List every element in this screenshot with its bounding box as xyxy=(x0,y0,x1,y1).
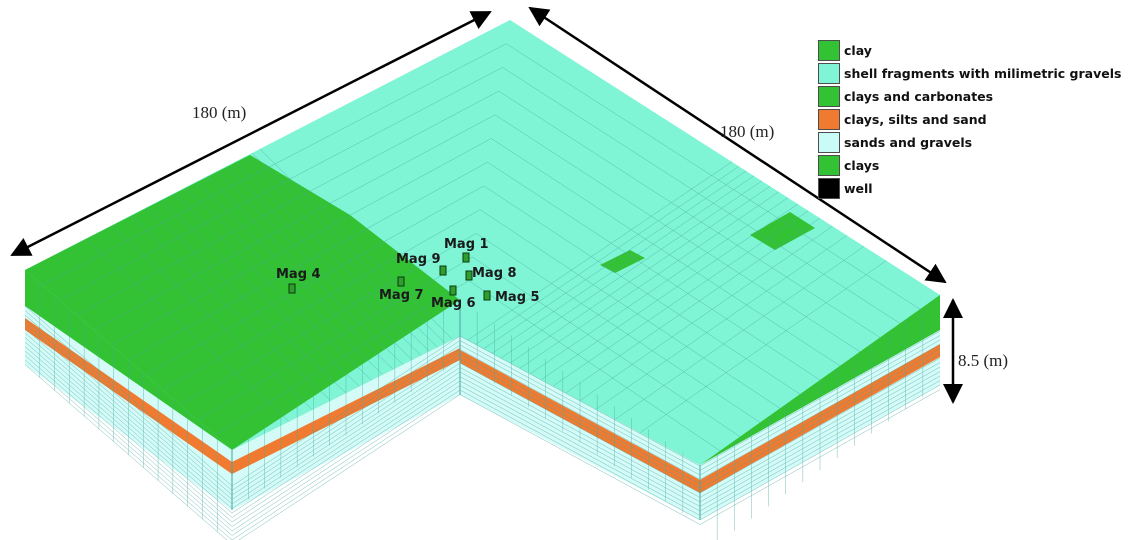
legend-label: clays xyxy=(844,158,880,173)
mesh-line xyxy=(110,225,313,410)
legend-label: sands and gravels xyxy=(844,135,973,150)
mesh-line xyxy=(476,233,761,423)
legend-item-clays-silts-sand: clays, silts and sand xyxy=(818,108,1147,131)
legend-swatch xyxy=(818,109,840,130)
well-marker xyxy=(465,270,473,281)
mesh-line xyxy=(231,380,461,532)
well-label-mag1: Mag 1 xyxy=(444,237,489,252)
legend: clay shell fragments with milimetric gra… xyxy=(818,39,1147,200)
mesh-line xyxy=(231,362,461,514)
well-label-mag8: Mag 8 xyxy=(472,266,517,281)
length-a-arrow xyxy=(10,10,492,257)
well-label-mag6: Mag 6 xyxy=(431,296,476,311)
dimension-arrows xyxy=(10,6,963,404)
legend-swatch xyxy=(818,86,840,107)
legend-item-clay: clay xyxy=(818,39,1147,62)
mesh-line xyxy=(231,389,461,540)
legend-item-clays: clays xyxy=(818,154,1147,177)
legend-swatch xyxy=(818,132,840,153)
legend-label: clays and carbonates xyxy=(844,89,994,104)
mesh-line xyxy=(231,385,461,536)
mesh-line xyxy=(468,280,721,452)
legend-item-well: well xyxy=(818,177,1147,200)
well-marker xyxy=(288,283,296,294)
legend-item-sands-and-gravels: sands and gravels xyxy=(818,131,1147,154)
mesh-line xyxy=(214,280,469,436)
well-marker xyxy=(462,252,470,263)
legend-swatch xyxy=(818,178,840,199)
mesh-line xyxy=(459,394,701,525)
well-label-mag9: Mag 9 xyxy=(396,252,441,267)
length-b-arrow xyxy=(528,6,947,284)
legend-label: shell fragments with milimetric gravels xyxy=(844,66,1122,81)
well-marker xyxy=(397,276,405,287)
legend-label: clay xyxy=(844,43,872,58)
legend-swatch xyxy=(818,155,840,176)
depth-label: 8.5 (m) xyxy=(958,351,1008,370)
legend-swatch xyxy=(818,40,840,61)
well-label-mag7: Mag 7 xyxy=(379,288,424,303)
well-label-mag4: Mag 4 xyxy=(276,267,321,282)
legend-label: clays, silts and sand xyxy=(844,112,987,127)
mesh-line xyxy=(459,380,701,512)
well-label-mag5: Mag 5 xyxy=(495,290,540,305)
mesh-line xyxy=(197,256,473,421)
well-marker xyxy=(483,290,491,301)
well-marker xyxy=(449,285,457,296)
mesh-line xyxy=(231,367,461,518)
well-marker xyxy=(439,265,447,276)
mesh-line xyxy=(459,385,701,516)
mesh-line xyxy=(231,371,461,523)
mesh-line xyxy=(231,376,461,527)
length-b-label: 180 (m) xyxy=(720,122,774,141)
wells xyxy=(288,252,491,301)
mesh-line xyxy=(180,233,477,406)
mesh-line xyxy=(639,260,887,433)
mesh-line xyxy=(85,238,290,422)
mesh-line xyxy=(472,256,741,437)
legend-item-shell-fragments: shell fragments with milimetric gravels xyxy=(818,62,1147,85)
length-a-label: 180 (m) xyxy=(192,103,246,122)
mesh-line xyxy=(459,389,701,521)
legend-label: well xyxy=(844,181,873,196)
mesh-line xyxy=(238,394,461,540)
legend-item-clays-and-carbonates: clays and carbonates xyxy=(818,85,1147,108)
legend-swatch xyxy=(818,63,840,84)
